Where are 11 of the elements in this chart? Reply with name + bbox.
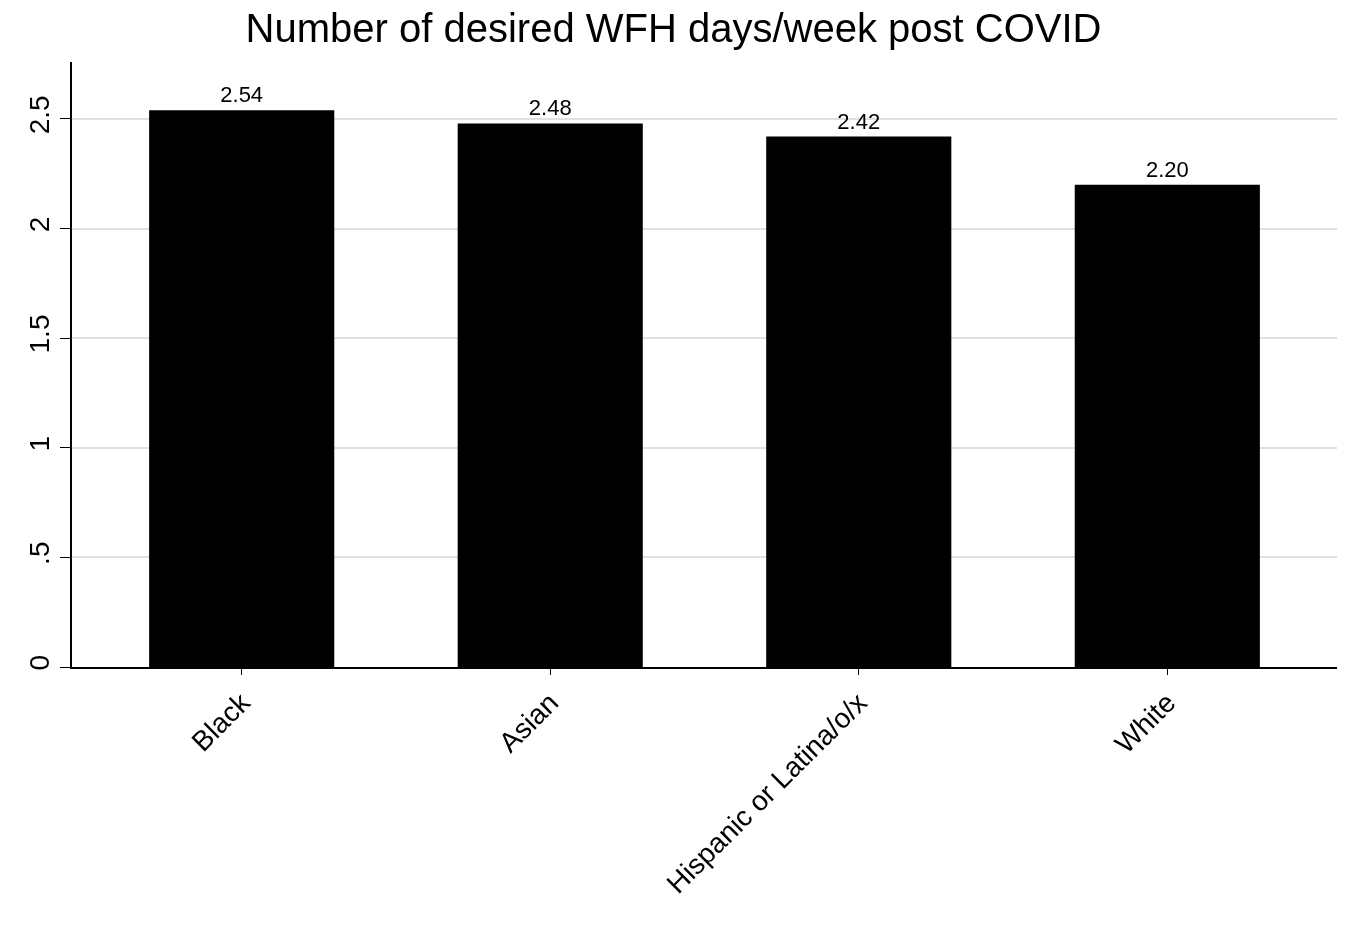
y-tick-label: 2.5	[23, 95, 55, 135]
y-tick-label: 1	[23, 435, 55, 452]
data-label: 2.54	[220, 82, 264, 108]
chart-title: Number of desired WFH days/week post COVID	[245, 6, 1102, 51]
y-tick-label: 2	[23, 216, 55, 233]
y-tick-label: .5	[23, 541, 55, 565]
y-tick-label: 0	[23, 655, 55, 671]
y-tick-label: 1.5	[23, 314, 55, 354]
data-label: 2.48	[528, 95, 572, 121]
data-label: 2.20	[1145, 156, 1189, 182]
data-label: 2.42	[837, 108, 881, 134]
